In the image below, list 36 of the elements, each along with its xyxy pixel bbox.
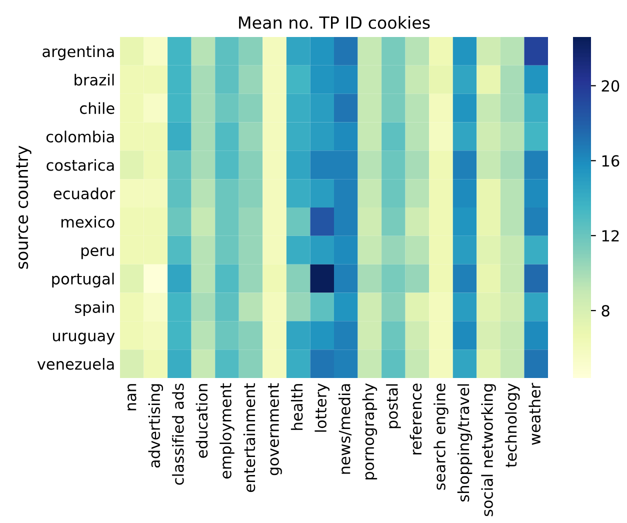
y-tick-label: brazil (74, 74, 114, 86)
x-tick-label: social networking (481, 384, 496, 516)
color-bar-label: 12 (602, 230, 619, 242)
x-tick-label: health (290, 384, 303, 430)
y-tick-label: chile (80, 102, 114, 114)
x-tick-label: entertainment (243, 383, 256, 492)
y-tick-label: venezuela (37, 358, 114, 370)
x-tick-label: nan (128, 384, 136, 410)
chart-title: Mean no. TP ID cookies (239, 16, 430, 29)
x-tick-label: search engine (434, 384, 448, 490)
color-bar-label: 8 (602, 305, 610, 317)
x-tick-label: lottery (314, 383, 330, 432)
y-tick-label: uruguay (53, 332, 115, 344)
x-tick-label: reference (410, 384, 422, 454)
x-tick-label: weather (528, 382, 541, 445)
y-axis-title: source country (16, 146, 32, 269)
color-bar-label: 16 (602, 155, 620, 167)
y-tick-label: spain (75, 301, 114, 316)
x-tick-label: shopping/travel (457, 384, 472, 502)
y-tick-label: costarica (46, 159, 114, 171)
x-tick-label: advertising (148, 384, 164, 468)
y-tick-label: mexico (61, 216, 114, 228)
x-tick-label: technology (504, 383, 520, 468)
x-tick-label: news/media (338, 384, 352, 474)
x-tick-label: postal (386, 384, 401, 428)
y-tick-label: argentina (42, 45, 114, 60)
x-tick-label: classified ads (172, 384, 184, 485)
x-tick-label: employment (220, 383, 234, 479)
x-tick-label: pornography (362, 383, 378, 480)
x-tick-label: government (268, 383, 282, 476)
color-bar-label: 20 (602, 80, 620, 92)
y-tick-label: colombia (46, 130, 114, 142)
y-tick-label: peru (81, 247, 114, 260)
x-tick-label: education (196, 384, 208, 458)
y-tick-label: ecuador (54, 187, 116, 200)
y-tick-label: portugal (52, 272, 114, 288)
